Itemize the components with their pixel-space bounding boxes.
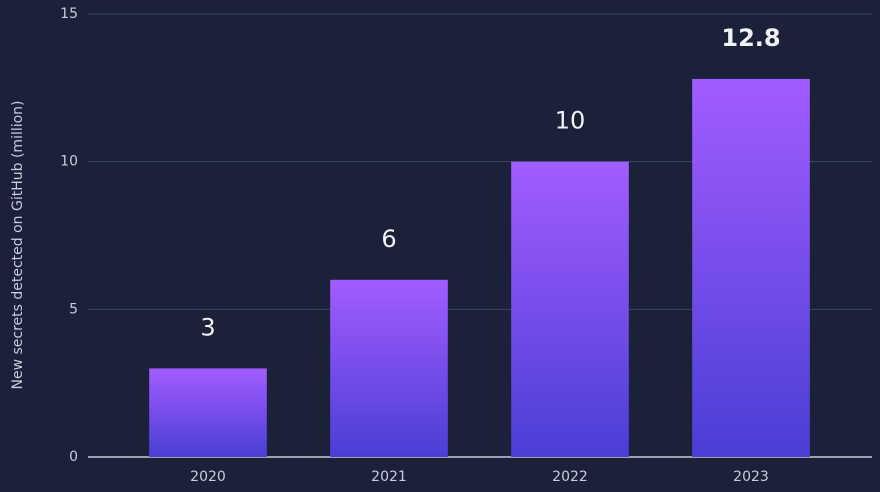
value-label: 12.8 [721, 24, 780, 52]
x-tick-label: 2020 [190, 469, 226, 485]
bar [692, 78, 810, 458]
value-label: 3 [200, 313, 215, 341]
bar [330, 279, 448, 457]
x-tick-label: 2022 [552, 469, 588, 485]
bar [149, 368, 267, 457]
value-label: 10 [555, 107, 586, 135]
bar [511, 161, 629, 457]
y-tick-label: 10 [60, 154, 78, 170]
y-tick-label: 15 [60, 6, 78, 22]
y-tick-label: 0 [69, 449, 78, 465]
y-tick-label: 5 [69, 301, 78, 317]
x-tick-label: 2023 [733, 469, 769, 485]
y-axis-label: New secrets detected on GitHub (million) [10, 100, 26, 389]
x-tick-label: 2021 [371, 469, 407, 485]
value-label: 6 [381, 225, 396, 253]
